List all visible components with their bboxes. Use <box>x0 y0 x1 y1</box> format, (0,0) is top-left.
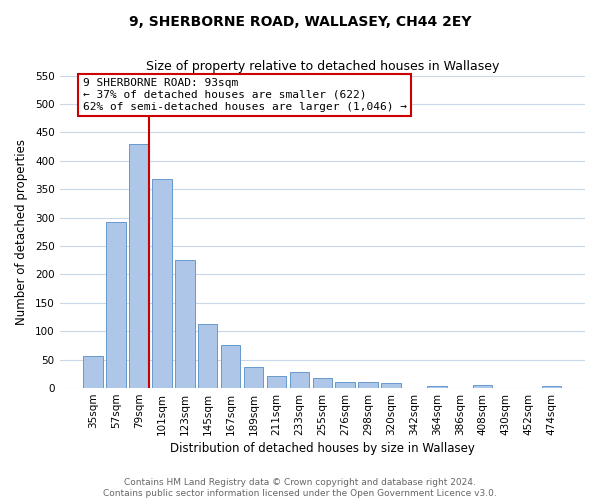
Bar <box>473 385 493 388</box>
Bar <box>198 324 217 388</box>
Bar <box>83 356 103 388</box>
Bar <box>267 376 286 388</box>
Y-axis label: Number of detached properties: Number of detached properties <box>15 139 28 325</box>
Bar <box>290 372 309 388</box>
Bar <box>244 367 263 388</box>
Bar <box>358 382 378 388</box>
Title: Size of property relative to detached houses in Wallasey: Size of property relative to detached ho… <box>146 60 499 73</box>
Bar <box>175 260 194 388</box>
Text: 9, SHERBORNE ROAD, WALLASEY, CH44 2EY: 9, SHERBORNE ROAD, WALLASEY, CH44 2EY <box>129 15 471 29</box>
Bar <box>152 179 172 388</box>
Bar <box>381 383 401 388</box>
Bar <box>106 222 126 388</box>
Bar <box>542 386 561 388</box>
Bar <box>221 345 241 388</box>
Bar <box>129 144 149 388</box>
Bar <box>335 382 355 388</box>
Bar <box>427 386 446 388</box>
Text: 9 SHERBORNE ROAD: 93sqm
← 37% of detached houses are smaller (622)
62% of semi-d: 9 SHERBORNE ROAD: 93sqm ← 37% of detache… <box>83 78 407 112</box>
Text: Contains HM Land Registry data © Crown copyright and database right 2024.
Contai: Contains HM Land Registry data © Crown c… <box>103 478 497 498</box>
X-axis label: Distribution of detached houses by size in Wallasey: Distribution of detached houses by size … <box>170 442 475 455</box>
Bar <box>313 378 332 388</box>
